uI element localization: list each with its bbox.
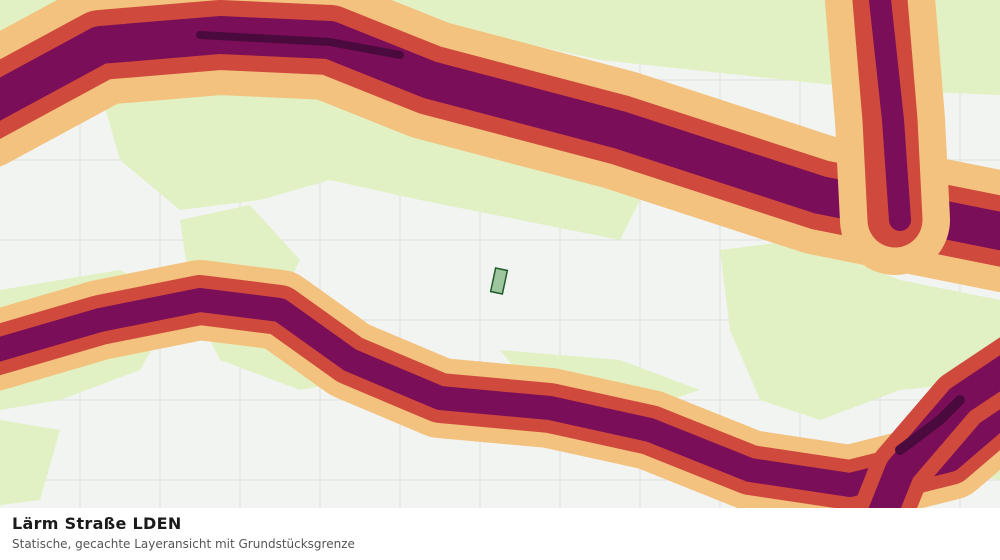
parcel-boundary[interactable] xyxy=(489,267,509,295)
layer-title: Lärm Straße LDEN xyxy=(12,514,182,533)
road-noise-upper xyxy=(0,0,1000,293)
map-caption: Lärm Straße LDEN Statische, gecachte Lay… xyxy=(0,508,1000,560)
layer-subtitle: Statische, gecachte Layeransicht mit Gru… xyxy=(12,537,355,551)
noise-map xyxy=(0,0,1000,508)
road-noise-lower xyxy=(0,260,1000,508)
